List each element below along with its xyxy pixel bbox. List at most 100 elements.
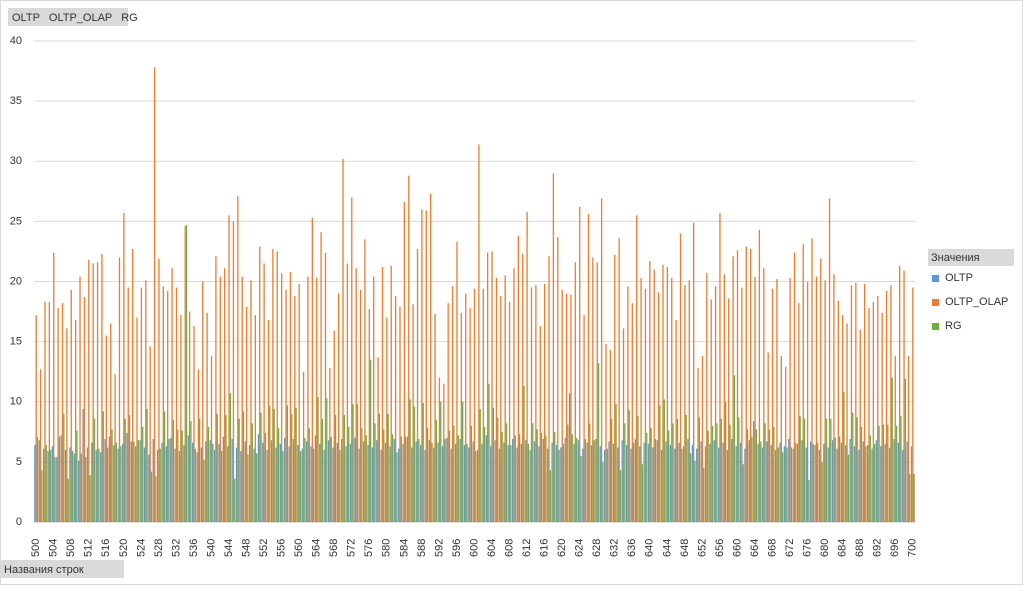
bar bbox=[41, 470, 43, 522]
bar bbox=[400, 436, 402, 522]
x-tick-label: 616 bbox=[539, 539, 551, 557]
bar bbox=[824, 280, 826, 522]
bar bbox=[767, 352, 769, 522]
bar bbox=[294, 295, 296, 522]
bar bbox=[860, 427, 863, 522]
bar bbox=[647, 443, 650, 522]
bar bbox=[368, 309, 370, 522]
bar bbox=[76, 430, 78, 522]
bar bbox=[798, 303, 800, 522]
bar bbox=[733, 375, 736, 522]
bar bbox=[139, 440, 141, 522]
bar bbox=[761, 447, 764, 522]
x-tick-label: 548 bbox=[240, 539, 252, 557]
bar bbox=[187, 435, 189, 522]
x-tick-label: 688 bbox=[854, 539, 866, 557]
bar bbox=[602, 461, 604, 522]
x-tick-label: 628 bbox=[591, 539, 603, 557]
bar bbox=[207, 427, 210, 522]
bar bbox=[351, 197, 353, 522]
bar bbox=[359, 289, 362, 522]
bar bbox=[406, 436, 409, 522]
bar bbox=[650, 428, 652, 522]
y-tick-label: 25 bbox=[10, 215, 22, 227]
bar bbox=[821, 461, 823, 522]
x-tick-label: 512 bbox=[83, 539, 95, 557]
field-buttons-bg[interactable] bbox=[8, 8, 128, 26]
bar bbox=[668, 430, 670, 522]
bar bbox=[885, 291, 888, 522]
x-tick-label: 624 bbox=[574, 539, 586, 557]
bar bbox=[731, 439, 733, 522]
bar bbox=[768, 429, 771, 522]
bar bbox=[232, 221, 235, 522]
bar bbox=[126, 433, 128, 522]
bar bbox=[292, 439, 295, 522]
bar bbox=[814, 445, 816, 522]
bar bbox=[691, 445, 693, 522]
bar bbox=[714, 286, 717, 522]
bar bbox=[399, 306, 401, 522]
bar bbox=[543, 283, 546, 522]
bar bbox=[205, 441, 207, 522]
bar bbox=[527, 443, 530, 522]
bar bbox=[61, 303, 64, 522]
bar bbox=[387, 413, 389, 522]
bar bbox=[459, 439, 461, 522]
bar bbox=[42, 448, 45, 522]
bar bbox=[304, 437, 306, 522]
bar bbox=[110, 323, 112, 522]
legend-title-bg bbox=[928, 249, 1014, 266]
bar bbox=[481, 443, 483, 522]
bar bbox=[200, 447, 203, 522]
x-tick-label: 640 bbox=[644, 539, 656, 557]
bar bbox=[69, 447, 71, 522]
bar bbox=[86, 447, 89, 522]
bar bbox=[818, 449, 821, 522]
bar bbox=[764, 423, 766, 522]
bar bbox=[256, 453, 258, 522]
bar bbox=[796, 443, 799, 522]
x-tick-label: 584 bbox=[398, 539, 410, 557]
bar bbox=[229, 393, 232, 522]
bar bbox=[703, 467, 705, 522]
bar bbox=[456, 241, 458, 522]
bar bbox=[73, 453, 75, 522]
bar bbox=[785, 366, 787, 522]
bar bbox=[592, 257, 594, 522]
row-label-button[interactable]: Названия строк bbox=[4, 564, 84, 576]
x-tick-label: 552 bbox=[258, 539, 270, 557]
x-tick-label: 600 bbox=[468, 539, 480, 557]
bar bbox=[669, 445, 672, 522]
bar bbox=[465, 293, 467, 522]
bar bbox=[478, 144, 480, 523]
bar bbox=[114, 374, 116, 522]
bar bbox=[507, 445, 509, 522]
bar bbox=[123, 212, 125, 522]
bar bbox=[348, 427, 350, 522]
y-tick-label: 0 bbox=[16, 516, 22, 528]
bar bbox=[267, 319, 270, 522]
bar bbox=[687, 439, 689, 522]
bar bbox=[855, 282, 857, 522]
bar bbox=[652, 447, 654, 522]
bar bbox=[890, 285, 892, 522]
field-buttons[interactable]: OLTP OLTP_OLAP RG bbox=[12, 12, 138, 24]
row-label-button-bg[interactable] bbox=[0, 560, 124, 578]
bar bbox=[428, 440, 431, 522]
bar bbox=[394, 295, 397, 522]
bar bbox=[53, 252, 55, 522]
bar bbox=[624, 423, 626, 522]
bar bbox=[422, 402, 424, 522]
bar bbox=[586, 442, 588, 522]
bar bbox=[618, 238, 620, 522]
bar bbox=[78, 460, 80, 522]
x-tick-label: 544 bbox=[223, 539, 235, 557]
y-tick-label: 30 bbox=[10, 155, 22, 167]
bar bbox=[812, 443, 814, 522]
bar bbox=[329, 368, 331, 522]
bar bbox=[316, 277, 318, 522]
bar bbox=[735, 446, 737, 522]
bar bbox=[83, 297, 86, 522]
bar bbox=[63, 413, 65, 522]
